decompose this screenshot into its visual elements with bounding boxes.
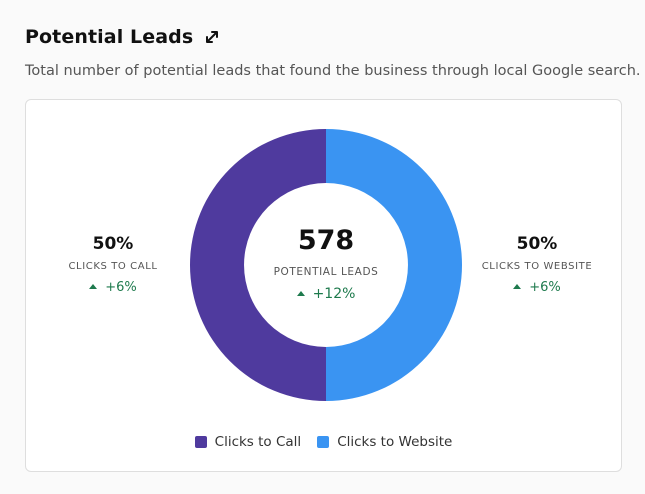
total-leads-label: POTENTIAL LEADS [273,266,379,278]
clicks-to-call-value: 50% [92,234,134,254]
legend-swatch-call [194,436,207,448]
legend-swatch-website [317,436,330,448]
page-title: Potential Leads [25,26,194,48]
total-leads-change: +12% [190,286,462,302]
page-subtitle: Total number of potential leads that fou… [25,63,641,79]
clicks-to-website-value: 50% [516,234,558,254]
total-leads-change-text: +12% [312,286,356,302]
legend-label-call: Clicks to Call [214,434,302,450]
expand-icon[interactable] [204,29,220,45]
legend-item-clicks-to-call[interactable]: Clicks to Call [194,434,302,450]
donut-center: 578 POTENTIAL LEADS +12% [190,129,462,401]
clicks-to-website-stat: 50% CLICKS TO WEBSITE +6% [462,234,612,295]
legend-item-clicks-to-website[interactable]: Clicks to Website [317,434,452,450]
clicks-to-call-stat: 50% CLICKS TO CALL +6% [38,234,188,295]
donut-slice-clicks-to-website[interactable] [326,129,462,401]
chart-legend: Clicks to Call Clicks to Website [26,434,621,450]
clicks-to-call-label: CLICKS TO CALL [68,261,158,272]
clicks-to-website-change-text: +6% [529,280,561,295]
header: Potential Leads [25,26,220,48]
up-arrow-icon [89,284,98,289]
clicks-to-website-label: CLICKS TO WEBSITE [481,261,593,272]
legend-label-website: Clicks to Website [337,434,453,450]
up-arrow-icon [296,290,305,296]
total-leads-value: 578 [297,225,355,256]
up-arrow-icon [513,284,522,289]
donut-slice-clicks-to-call[interactable] [190,129,326,401]
chart-card: 578 POTENTIAL LEADS +12% 50% CLICKS TO C… [25,99,622,472]
clicks-to-website-change: +6% [462,280,612,295]
clicks-to-call-change: +6% [38,280,188,295]
donut-chart [190,129,462,401]
clicks-to-call-change-text: +6% [105,280,137,295]
